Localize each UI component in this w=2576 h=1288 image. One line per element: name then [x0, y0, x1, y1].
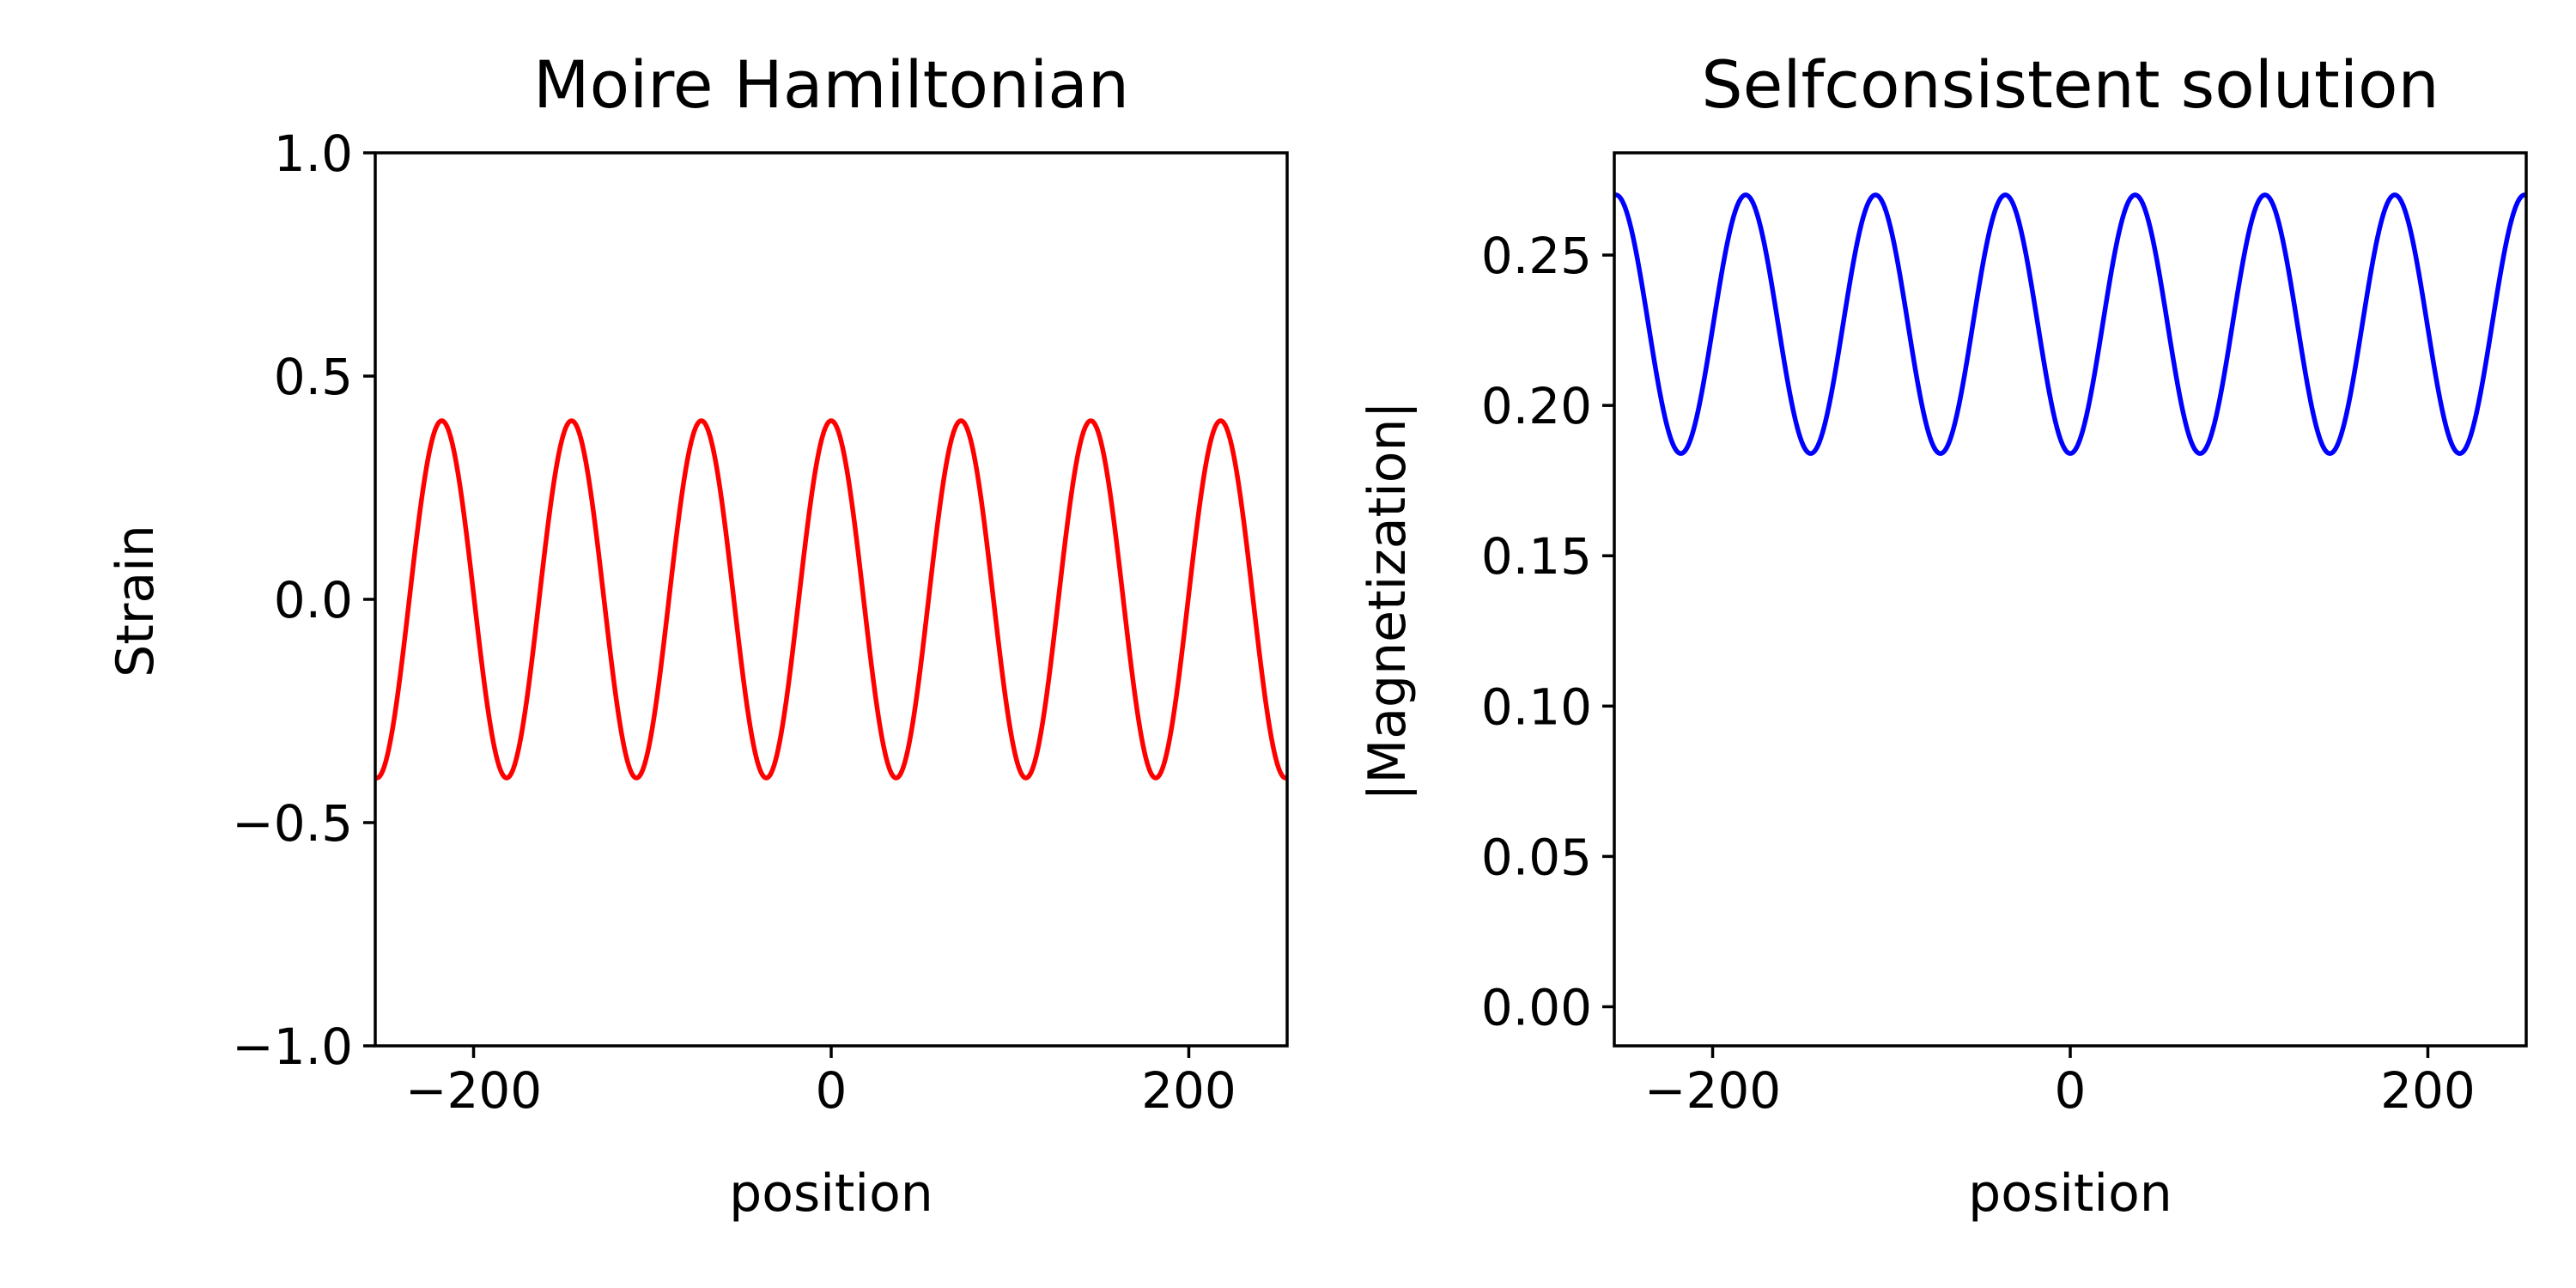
- series-line-0: [1613, 192, 2528, 456]
- y-tick-label: 0.25: [1481, 227, 1592, 285]
- x-tick-label: 200: [1141, 1061, 1236, 1120]
- y-tick-label: −1.0: [232, 1018, 353, 1076]
- y-tick-label: 0.0: [274, 571, 353, 629]
- y-tick-label: 0.10: [1481, 677, 1592, 736]
- y-axis-label: Strain: [106, 525, 166, 677]
- y-tick-label: 1.0: [274, 125, 353, 183]
- x-tick-label: 0: [816, 1061, 848, 1120]
- plot-area-frame: [1613, 151, 2528, 1048]
- series-group: [1613, 192, 2528, 456]
- y-tick-label: −0.5: [232, 794, 353, 853]
- y-tick-label: 0.15: [1481, 527, 1592, 586]
- series-group: [374, 418, 1289, 781]
- magnetization-chart-panel: Selfconsistent solution position |Magnet…: [1358, 46, 2528, 1224]
- y-tick-label: 0.05: [1481, 828, 1592, 886]
- x-axis-label: position: [729, 1163, 933, 1224]
- y-tick-label: 0.00: [1481, 978, 1592, 1036]
- x-tick-label: 0: [2055, 1061, 2087, 1120]
- x-tick-label: −200: [405, 1061, 542, 1120]
- y-tick-label: 0.5: [274, 348, 353, 406]
- axis-ticks: −200 0 200 0.00 0.05 0.10 0.15 0.20 0.25: [1481, 227, 2476, 1120]
- y-tick-label: 0.20: [1481, 377, 1592, 435]
- y-axis-label: |Magnetization|: [1358, 401, 1418, 800]
- chart-title: Moire Hamiltonian: [533, 46, 1129, 123]
- strain-chart-panel: Moire Hamiltonian position Strain −200 0 2…: [106, 46, 1289, 1224]
- x-axis-label: position: [1968, 1163, 2172, 1224]
- x-tick-label: −200: [1644, 1061, 1781, 1120]
- series-line-0: [374, 418, 1289, 781]
- x-tick-label: 200: [2380, 1061, 2476, 1120]
- chart-title: Selfconsistent solution: [1701, 46, 2439, 123]
- plot-area-frame: [374, 151, 1289, 1048]
- axis-ticks: −200 0 200 −1.0 −0.5 0.0 0.5 1.0: [232, 125, 1236, 1120]
